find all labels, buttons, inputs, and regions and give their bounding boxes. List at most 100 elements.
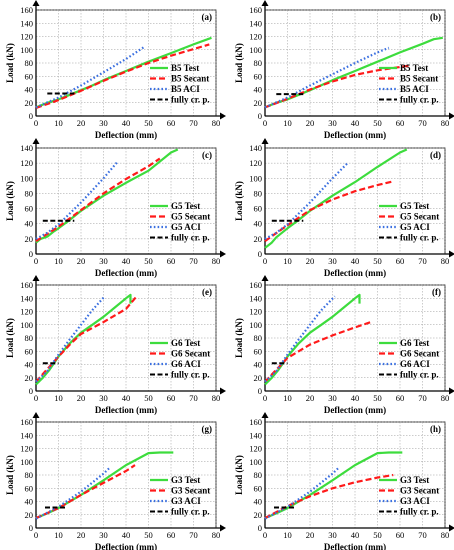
x-axis-arrow <box>449 112 454 120</box>
y-tick-label: 160 <box>249 417 262 427</box>
y-axis-arrow <box>261 275 269 281</box>
legend-label: B5 Secant <box>171 74 209 84</box>
y-tick-label: 0 <box>29 111 33 121</box>
x-tick-label: 40 <box>351 393 360 403</box>
legend-label: B5 ACI <box>400 84 429 94</box>
legend-label: G5 ACI <box>400 222 430 232</box>
legend-label: G6 Secant <box>400 349 439 359</box>
y-tick-label: 140 <box>20 143 33 153</box>
x-axis-label: Deflection (mm) <box>95 268 157 278</box>
chart-panel-c: 0 20 40 60 80 100 120 140 0 10 20 30 40 50 60 70 80 Defle… <box>5 138 226 278</box>
x-tick-label: 10 <box>54 256 63 266</box>
x-tick-label: 20 <box>306 256 315 266</box>
y-tick-label: 160 <box>20 280 33 290</box>
x-tick-label: 30 <box>99 530 108 540</box>
legend-label: G6 Secant <box>171 349 210 359</box>
series-line-secant <box>264 473 394 520</box>
x-tick-label: 70 <box>418 530 427 540</box>
y-axis-arrow <box>32 275 40 281</box>
legend-label: G3 Secant <box>400 486 439 496</box>
y-axis-arrow <box>32 138 40 144</box>
x-tick-label: 60 <box>396 118 405 128</box>
y-tick-label: 160 <box>20 417 33 427</box>
x-tick-label: 40 <box>122 530 131 540</box>
x-tick-label: 10 <box>283 118 292 128</box>
legend-label: B5 ACI <box>171 84 200 94</box>
x-axis-label: Deflection (mm) <box>95 542 157 550</box>
y-tick-label: 140 <box>249 143 262 153</box>
y-tick-label: 40 <box>254 85 263 95</box>
y-tick-label: 160 <box>20 5 33 15</box>
y-axis-label: Load (kN) <box>234 43 244 83</box>
x-tick-label: 80 <box>441 256 450 266</box>
x-tick-label: 40 <box>122 393 131 403</box>
legend-label: G6 Test <box>171 338 200 348</box>
y-tick-label: 0 <box>258 386 262 396</box>
y-axis-arrow <box>261 138 269 144</box>
panel-label: (a) <box>202 12 213 22</box>
y-tick-label: 100 <box>20 173 33 183</box>
x-tick-label: 10 <box>54 118 63 128</box>
y-tick-label: 60 <box>254 346 263 356</box>
x-axis-label: Deflection (mm) <box>324 542 386 550</box>
x-tick-label: 70 <box>189 256 198 266</box>
legend-label: G3 Test <box>400 475 429 485</box>
x-tick-label: 80 <box>441 393 450 403</box>
legend-label: fully cr. p. <box>171 233 210 243</box>
y-tick-label: 100 <box>249 45 262 55</box>
series-line-test <box>264 293 361 386</box>
x-axis-arrow <box>220 112 226 120</box>
y-tick-label: 60 <box>25 204 34 214</box>
legend-label: fully cr. p. <box>400 95 439 105</box>
y-tick-label: 120 <box>249 158 262 168</box>
x-tick-label: 60 <box>167 530 176 540</box>
x-tick-label: 50 <box>373 118 382 128</box>
x-tick-label: 0 <box>34 256 38 266</box>
y-tick-label: 0 <box>29 386 33 396</box>
y-tick-label: 120 <box>249 32 262 42</box>
x-tick-label: 0 <box>34 530 38 540</box>
y-tick-label: 20 <box>25 234 34 244</box>
legend-label: G6 Test <box>400 338 429 348</box>
y-tick-label: 140 <box>249 430 262 440</box>
x-axis-arrow <box>220 387 226 395</box>
y-tick-label: 80 <box>254 333 263 343</box>
legend-label: fully cr. p. <box>171 370 210 380</box>
x-tick-label: 40 <box>351 256 360 266</box>
y-tick-label: 40 <box>25 497 34 507</box>
panel-label: (c) <box>202 150 212 160</box>
series-line-secant <box>264 180 394 242</box>
x-tick-label: 10 <box>54 393 63 403</box>
y-tick-label: 100 <box>20 45 33 55</box>
x-tick-label: 20 <box>306 393 315 403</box>
y-tick-label: 20 <box>25 510 34 520</box>
series-line-test <box>35 293 132 386</box>
series-line-aci <box>35 466 112 520</box>
x-tick-label: 0 <box>263 530 267 540</box>
y-tick-label: 140 <box>20 430 33 440</box>
x-tick-label: 0 <box>34 118 38 128</box>
x-tick-label: 30 <box>99 256 108 266</box>
y-tick-label: 140 <box>20 18 33 28</box>
y-tick-label: 100 <box>20 320 33 330</box>
x-tick-label: 80 <box>212 530 221 540</box>
x-tick-label: 60 <box>167 393 176 403</box>
y-tick-label: 20 <box>254 234 263 244</box>
y-tick-label: 0 <box>258 523 262 533</box>
x-tick-label: 50 <box>373 256 382 266</box>
x-axis-label: Deflection (mm) <box>95 405 157 415</box>
x-axis-arrow <box>449 387 454 395</box>
y-tick-label: 80 <box>254 58 263 68</box>
y-tick-label: 40 <box>25 219 34 229</box>
x-tick-label: 10 <box>54 530 63 540</box>
legend-label: G5 ACI <box>171 222 201 232</box>
x-tick-label: 60 <box>396 393 405 403</box>
x-tick-label: 0 <box>263 118 267 128</box>
y-tick-label: 80 <box>254 470 263 480</box>
x-tick-label: 50 <box>144 393 153 403</box>
x-tick-label: 80 <box>212 393 221 403</box>
y-tick-label: 120 <box>249 444 262 454</box>
y-tick-label: 140 <box>249 18 262 28</box>
